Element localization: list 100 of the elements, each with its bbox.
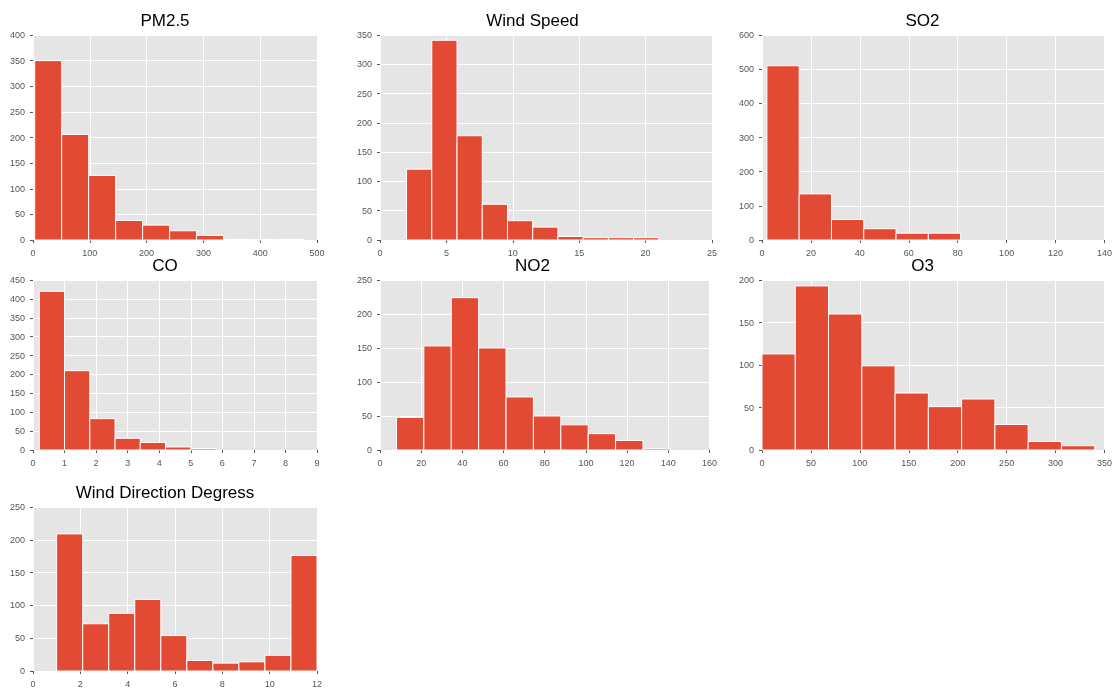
x-tick-label: 15 <box>574 247 585 258</box>
chart-title: Wind Speed <box>486 11 579 30</box>
x-tick-label: 0 <box>759 247 765 258</box>
x-tick-label: 40 <box>854 247 865 258</box>
y-tick-label: 250 <box>356 275 372 285</box>
x-tick-label: 2 <box>77 678 83 689</box>
y-tick-label: 300 <box>9 81 25 92</box>
y-tick-label: 0 <box>748 235 754 245</box>
y-tick-label: 0 <box>366 235 372 245</box>
x-tick-label: 0 <box>30 678 36 689</box>
y-tick-label: 0 <box>748 445 754 455</box>
y-tick-label: 100 <box>9 600 25 611</box>
x-tick-label: 120 <box>619 457 635 468</box>
y-tick-label: 250 <box>9 106 25 117</box>
x-tick-label: 300 <box>195 247 211 258</box>
y-tick-label: 100 <box>356 377 372 387</box>
y-tick-label: 100 <box>356 176 372 187</box>
x-tick-label: 100 <box>578 457 594 468</box>
x-tick-label: 6 <box>172 678 178 689</box>
y-tick-label: 50 <box>361 205 372 216</box>
y-tick-label: 350 <box>356 30 372 40</box>
chart-title: NO2 <box>515 256 550 275</box>
x-tick-label: 12 <box>311 678 323 689</box>
x-tick-label: 0 <box>30 247 36 258</box>
x-tick-label: 0 <box>759 457 765 468</box>
y-tick-label: 200 <box>356 117 372 128</box>
x-tick-label: 120 <box>1048 247 1064 258</box>
y-tick-label: 400 <box>9 30 25 40</box>
y-tick-label: 0 <box>19 445 25 455</box>
x-tick-label: 0 <box>377 457 383 468</box>
y-tick-label: 450 <box>9 275 25 285</box>
x-tick-label: 140 <box>1096 247 1113 258</box>
x-tick-label: 25 <box>706 247 717 258</box>
y-tick-label: 100 <box>738 200 754 211</box>
x-tick-label: 250 <box>999 457 1015 468</box>
x-tick-label: 400 <box>252 247 268 258</box>
y-tick-label: 200 <box>9 534 25 545</box>
x-tick-label: 20 <box>805 247 816 258</box>
y-tick-label: 600 <box>738 30 754 40</box>
y-tick-label: 50 <box>14 633 25 644</box>
x-tick-label: 5 <box>443 247 449 258</box>
y-tick-label: 150 <box>738 317 754 328</box>
chart-title: O3 <box>911 256 934 275</box>
x-tick-label: 350 <box>1096 457 1113 468</box>
y-tick-label: 300 <box>9 331 25 342</box>
y-tick-label: 300 <box>356 59 372 70</box>
x-tick-label: 20 <box>416 457 427 468</box>
y-tick-label: 200 <box>9 132 25 143</box>
x-tick-label: 40 <box>457 457 468 468</box>
y-tick-label: 50 <box>743 402 754 413</box>
x-tick-label: 0 <box>377 247 383 258</box>
chart-title: CO <box>152 256 178 275</box>
x-tick-label: 140 <box>660 457 676 468</box>
y-tick-label: 400 <box>9 293 25 304</box>
y-tick-label: 0 <box>19 235 25 245</box>
x-tick-label: 200 <box>139 247 155 258</box>
x-tick-label: 10 <box>264 678 275 689</box>
x-tick-label: 100 <box>82 247 98 258</box>
y-tick-label: 350 <box>9 55 25 66</box>
y-tick-label: 150 <box>9 158 25 169</box>
y-tick-label: 50 <box>14 209 25 220</box>
y-tick-label: 500 <box>738 64 754 75</box>
x-tick-label: 100 <box>852 457 868 468</box>
y-tick-label: 100 <box>9 407 25 418</box>
y-tick-label: 250 <box>9 502 25 512</box>
x-tick-label: 1 <box>62 457 68 468</box>
chart-title: PM2.5 <box>140 11 190 30</box>
x-tick-label: 200 <box>950 457 966 468</box>
x-tick-label: 6 <box>219 457 225 468</box>
x-tick-label: 7 <box>251 457 257 468</box>
x-tick-label: 4 <box>156 457 162 468</box>
x-tick-label: 10 <box>507 247 518 258</box>
y-tick-label: 250 <box>9 350 25 361</box>
y-tick-label: 300 <box>738 132 754 143</box>
y-tick-label: 0 <box>366 445 372 455</box>
x-tick-label: 160 <box>701 457 718 468</box>
x-tick-label: 8 <box>219 678 225 689</box>
y-tick-label: 150 <box>356 343 372 353</box>
x-tick-label: 80 <box>539 457 550 468</box>
y-tick-label: 50 <box>14 426 25 437</box>
y-tick-label: 100 <box>9 183 25 194</box>
y-tick-label: 200 <box>9 369 25 380</box>
x-tick-label: 4 <box>125 678 131 689</box>
x-tick-label: 8 <box>282 457 288 468</box>
y-tick-label: 250 <box>356 88 372 99</box>
x-tick-label: 300 <box>1048 457 1064 468</box>
y-tick-label: 100 <box>738 360 754 370</box>
y-tick-label: 150 <box>356 147 372 158</box>
x-tick-label: 9 <box>314 457 320 468</box>
x-tick-label: 60 <box>903 247 914 258</box>
y-tick-label: 200 <box>738 166 754 177</box>
y-tick-label: 200 <box>738 275 754 285</box>
y-tick-label: 400 <box>738 98 754 109</box>
y-tick-label: 150 <box>9 567 25 578</box>
x-tick-label: 2 <box>93 457 99 468</box>
x-tick-label: 50 <box>805 457 816 468</box>
y-tick-label: 0 <box>19 666 25 676</box>
x-tick-label: 60 <box>498 457 509 468</box>
x-tick-label: 0 <box>30 457 36 468</box>
x-tick-label: 3 <box>125 457 131 468</box>
